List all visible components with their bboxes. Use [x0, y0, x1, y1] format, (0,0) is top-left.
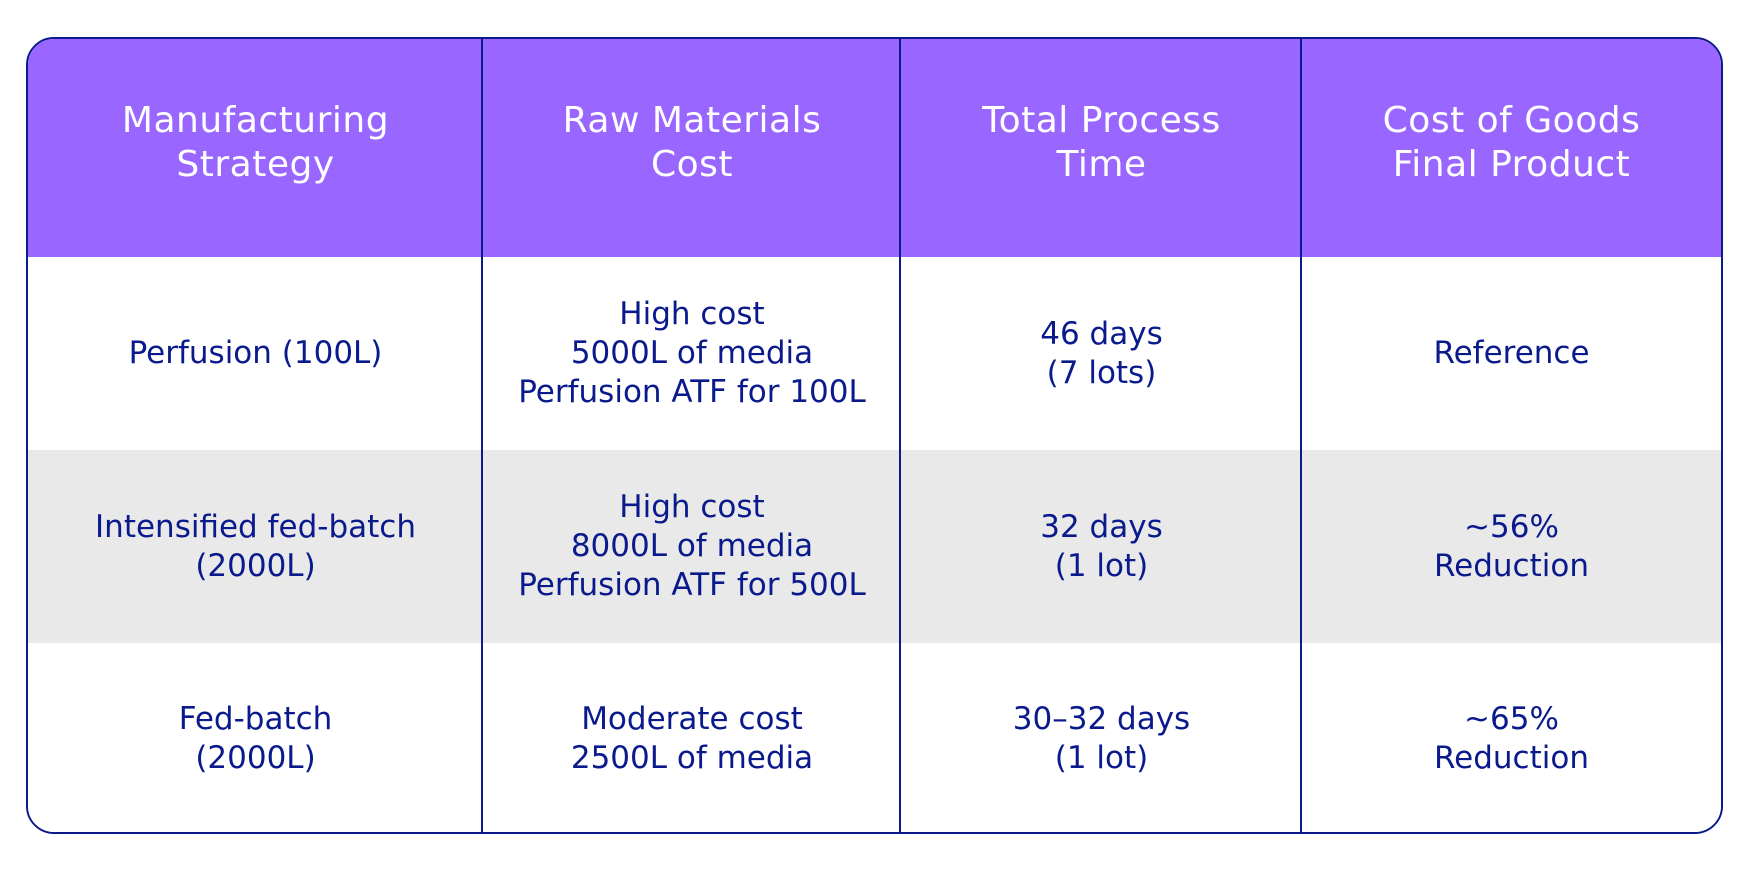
cell-cost-of-goods: Reference [1433, 335, 1590, 371]
cell-strategy: Perfusion (100L) [128, 335, 383, 371]
table-row: Intensified fed-batch (2000L) High cost … [28, 450, 1721, 643]
cell-cost-of-goods: ~65% Reduction [1434, 700, 1589, 776]
cell-raw-materials: Moderate cost 2500L of media [570, 700, 814, 776]
cell-raw-materials: High cost 8000L of media Perfusion ATF f… [518, 489, 866, 603]
cell-process-time: 46 days (7 lots) [1040, 315, 1163, 391]
cell-raw-materials: High cost 5000L of media Perfusion ATF f… [518, 296, 866, 410]
table-row: Perfusion (100L) High cost 5000L of medi… [28, 257, 1721, 450]
header-manufacturing-strategy: Manufacturing Strategy [121, 100, 390, 185]
header-row: Manufacturing Strategy Raw Materials Cos… [28, 39, 1721, 257]
column-divider [481, 39, 483, 832]
column-divider [899, 39, 901, 832]
cell-strategy: Fed-batch (2000L) [178, 700, 333, 776]
cell-process-time: 30–32 days (1 lot) [1012, 700, 1191, 776]
cell-strategy: Intensified fed-batch (2000L) [95, 508, 416, 584]
table-row: Fed-batch (2000L) Moderate cost 2500L of… [28, 643, 1721, 832]
header-cost-of-goods: Cost of Goods Final Product [1382, 100, 1641, 185]
comparison-table: Manufacturing Strategy Raw Materials Cos… [26, 37, 1723, 834]
cell-cost-of-goods: ~56% Reduction [1434, 508, 1589, 584]
column-divider [1300, 39, 1302, 832]
header-raw-materials-cost: Raw Materials Cost [562, 100, 822, 185]
cell-process-time: 32 days (1 lot) [1040, 508, 1163, 584]
header-total-process-time: Total Process Time [982, 100, 1221, 185]
